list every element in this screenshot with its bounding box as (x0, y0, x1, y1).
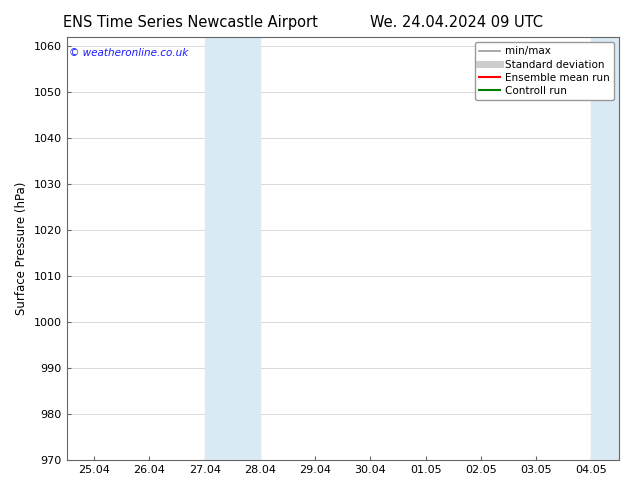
Legend: min/max, Standard deviation, Ensemble mean run, Controll run: min/max, Standard deviation, Ensemble me… (475, 42, 614, 100)
Bar (232, 37, 260, 460)
Bar (592, 37, 619, 460)
Bar (205, 37, 232, 460)
Y-axis label: Surface Pressure (hPa): Surface Pressure (hPa) (15, 182, 28, 315)
Text: © weatheronline.co.uk: © weatheronline.co.uk (69, 48, 188, 58)
Text: ENS Time Series Newcastle Airport: ENS Time Series Newcastle Airport (63, 15, 318, 30)
Bar (619, 37, 634, 460)
Text: We. 24.04.2024 09 UTC: We. 24.04.2024 09 UTC (370, 15, 543, 30)
